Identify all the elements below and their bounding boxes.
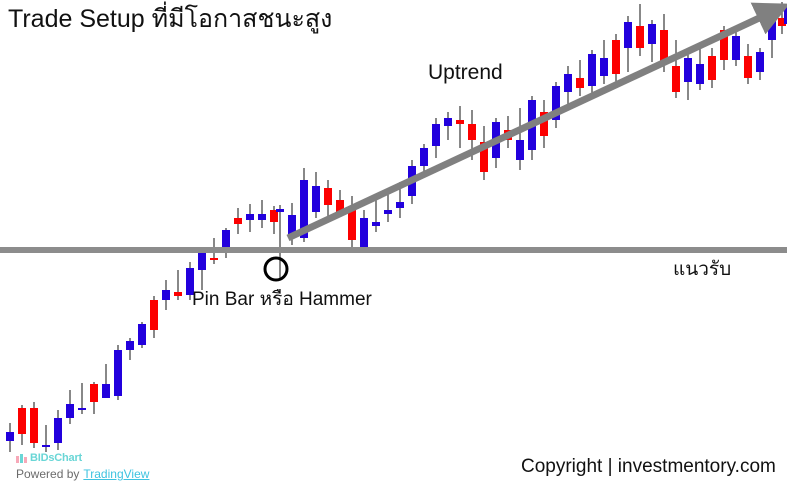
- candle-body: [624, 22, 632, 48]
- trend-line: [286, 2, 787, 242]
- candle-body: [372, 222, 380, 226]
- candle-body: [516, 140, 524, 160]
- pin-bar-circle-marker: [263, 256, 289, 282]
- candle-body: [696, 64, 704, 84]
- candle-body: [576, 78, 584, 88]
- candle-body: [78, 408, 86, 410]
- candle-body: [324, 188, 332, 205]
- candle-body: [174, 292, 182, 296]
- candle-body: [42, 445, 50, 447]
- candle-body: [186, 268, 194, 295]
- candle-body: [384, 210, 392, 214]
- brand-row: BIDsChart: [16, 452, 149, 465]
- candle-body: [540, 112, 548, 136]
- candle-body: [312, 186, 320, 212]
- candle-body: [54, 418, 62, 443]
- candles-group: [6, 2, 787, 452]
- candle-body: [102, 384, 110, 398]
- copyright-label: Copyright | investmentory.com: [521, 456, 776, 477]
- candle-body: [396, 202, 404, 208]
- support-level-label: แนวรับ: [673, 259, 732, 280]
- candle-body: [114, 350, 122, 396]
- powered-by-row: Powered by TradingView: [16, 468, 149, 480]
- candle-body: [648, 24, 656, 44]
- candle-body: [612, 40, 620, 74]
- candle-body: [126, 341, 134, 350]
- candle-body: [432, 124, 440, 146]
- candle-body: [744, 56, 752, 78]
- candle-body: [234, 218, 242, 224]
- candle-body: [480, 142, 488, 172]
- candle-body: [162, 290, 170, 300]
- candle-body: [684, 58, 692, 82]
- candle-body: [288, 215, 296, 238]
- candle-body: [300, 180, 308, 238]
- tradingview-link[interactable]: TradingView: [83, 467, 150, 481]
- candle-body: [420, 148, 428, 166]
- candle-body: [210, 258, 218, 260]
- candle-body: [588, 54, 596, 86]
- bidschart-logo-icon: [16, 453, 27, 464]
- candle-body: [720, 30, 728, 60]
- page-title: Trade Setup ที่มีโอกาสชนะสูง: [8, 5, 333, 33]
- candle-body: [276, 209, 284, 212]
- candle-body: [270, 210, 278, 222]
- candle-body: [18, 408, 26, 434]
- candle-body: [756, 52, 764, 72]
- candle-body: [600, 58, 608, 76]
- candle-body: [246, 214, 254, 220]
- brand-name: BIDsChart: [30, 452, 82, 464]
- candle-body: [456, 120, 464, 124]
- candle-body: [672, 66, 680, 92]
- pin-bar-label: Pin Bar หรือ Hammer: [192, 289, 372, 310]
- candle-body: [348, 206, 356, 240]
- candle-body: [198, 248, 206, 270]
- candle-body: [360, 218, 368, 248]
- candle-body: [444, 118, 452, 126]
- candle-body: [258, 214, 266, 220]
- candle-body: [336, 200, 344, 212]
- candle-body: [564, 74, 572, 92]
- candle-body: [552, 86, 560, 120]
- candle-body: [138, 324, 146, 345]
- candle-body: [66, 404, 74, 418]
- candle-body: [732, 36, 740, 60]
- candle-body: [468, 124, 476, 140]
- candle-body: [6, 432, 14, 441]
- candle-body: [150, 300, 158, 330]
- candle-body: [708, 56, 716, 80]
- branding-block: BIDsChart Powered by TradingView: [16, 452, 149, 480]
- candle-body: [636, 26, 644, 48]
- powered-by-text: Powered by: [16, 467, 80, 481]
- candle-body: [660, 30, 668, 64]
- uptrend-label: Uptrend: [428, 61, 503, 84]
- candle-body: [30, 408, 38, 443]
- candle-body: [90, 384, 98, 402]
- candle-body: [222, 230, 230, 252]
